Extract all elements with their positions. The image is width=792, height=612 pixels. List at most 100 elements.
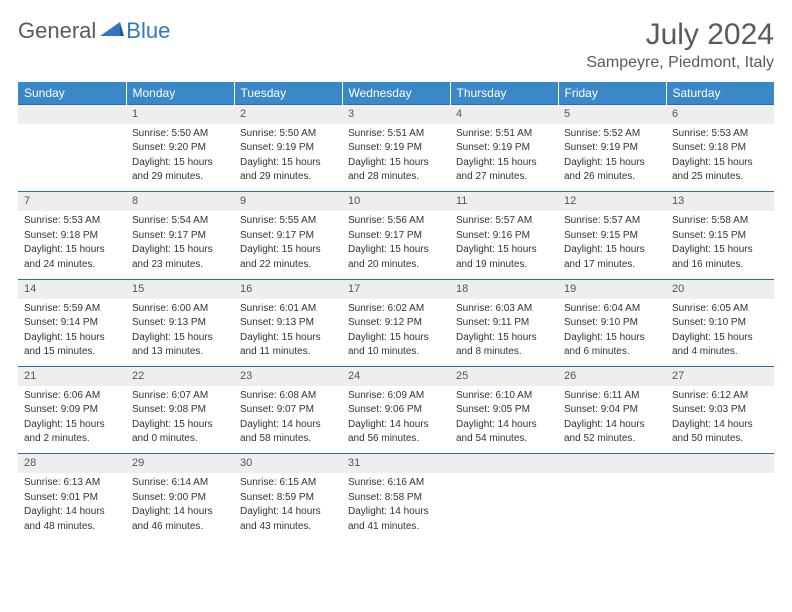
day-number-cell: 6 <box>666 105 774 124</box>
day-content-cell: Sunrise: 6:05 AMSunset: 9:10 PMDaylight:… <box>666 299 774 367</box>
sunrise-text: Sunrise: 6:06 AM <box>24 389 120 403</box>
sunrise-text: Sunrise: 5:54 AM <box>132 214 228 228</box>
daylight-text: Daylight: 14 hours <box>348 505 444 519</box>
daylight-text: Daylight: 14 hours <box>240 505 336 519</box>
daylight-text: Daylight: 14 hours <box>348 418 444 432</box>
daylight-text: Daylight: 15 hours <box>456 331 552 345</box>
daylight-text: Daylight: 14 hours <box>24 505 120 519</box>
daylight-text: and 11 minutes. <box>240 345 336 359</box>
day-number-cell: 31 <box>342 454 450 473</box>
daylight-text: Daylight: 15 hours <box>564 331 660 345</box>
day-number-cell: 1 <box>126 105 234 124</box>
day-content-cell: Sunrise: 6:01 AMSunset: 9:13 PMDaylight:… <box>234 299 342 367</box>
daylight-text: Daylight: 15 hours <box>132 331 228 345</box>
daylight-text: Daylight: 15 hours <box>240 156 336 170</box>
day-number-cell: 3 <box>342 105 450 124</box>
day-content-row: Sunrise: 5:50 AMSunset: 9:20 PMDaylight:… <box>18 124 774 192</box>
day-number-cell: 17 <box>342 279 450 298</box>
daylight-text: and 48 minutes. <box>24 520 120 534</box>
daylight-text: Daylight: 15 hours <box>348 331 444 345</box>
daylight-text: and 16 minutes. <box>672 258 768 272</box>
sunrise-text: Sunrise: 5:50 AM <box>132 127 228 141</box>
day-number-cell: 28 <box>18 454 126 473</box>
day-content-cell: Sunrise: 6:08 AMSunset: 9:07 PMDaylight:… <box>234 386 342 454</box>
daylight-text: and 46 minutes. <box>132 520 228 534</box>
day-number-cell <box>18 105 126 124</box>
day-number-cell: 10 <box>342 192 450 211</box>
sunset-text: Sunset: 9:19 PM <box>564 141 660 155</box>
day-content-cell: Sunrise: 5:54 AMSunset: 9:17 PMDaylight:… <box>126 211 234 279</box>
day-content-cell <box>450 473 558 541</box>
brand-part2: Blue <box>126 18 170 44</box>
daylight-text: Daylight: 15 hours <box>132 243 228 257</box>
day-number-cell: 19 <box>558 279 666 298</box>
sunrise-text: Sunrise: 5:52 AM <box>564 127 660 141</box>
daylight-text: and 58 minutes. <box>240 432 336 446</box>
day-number-cell: 16 <box>234 279 342 298</box>
day-content-cell: Sunrise: 5:52 AMSunset: 9:19 PMDaylight:… <box>558 124 666 192</box>
daylight-text: Daylight: 14 hours <box>672 418 768 432</box>
sunrise-text: Sunrise: 6:10 AM <box>456 389 552 403</box>
sunset-text: Sunset: 9:03 PM <box>672 403 768 417</box>
brand-logo: General Blue <box>18 18 170 44</box>
weekday-header: Saturday <box>666 82 774 105</box>
page-header: General Blue July 2024 Sampeyre, Piedmon… <box>18 18 774 72</box>
daylight-text: and 15 minutes. <box>24 345 120 359</box>
day-number-cell: 13 <box>666 192 774 211</box>
day-number-cell: 21 <box>18 367 126 386</box>
sunrise-text: Sunrise: 6:07 AM <box>132 389 228 403</box>
sunrise-text: Sunrise: 5:51 AM <box>456 127 552 141</box>
sunset-text: Sunset: 9:19 PM <box>348 141 444 155</box>
logo-triangle-icon <box>100 20 124 43</box>
day-content-cell: Sunrise: 6:11 AMSunset: 9:04 PMDaylight:… <box>558 386 666 454</box>
daylight-text: Daylight: 15 hours <box>24 331 120 345</box>
daylight-text: Daylight: 15 hours <box>348 156 444 170</box>
weekday-header: Tuesday <box>234 82 342 105</box>
day-number-cell: 20 <box>666 279 774 298</box>
day-number-cell: 9 <box>234 192 342 211</box>
sunrise-text: Sunrise: 6:03 AM <box>456 302 552 316</box>
daylight-text: and 25 minutes. <box>672 170 768 184</box>
day-content-cell: Sunrise: 5:53 AMSunset: 9:18 PMDaylight:… <box>666 124 774 192</box>
sunset-text: Sunset: 9:18 PM <box>24 229 120 243</box>
daylight-text: Daylight: 15 hours <box>240 331 336 345</box>
daylight-text: Daylight: 15 hours <box>672 156 768 170</box>
sunrise-text: Sunrise: 5:56 AM <box>348 214 444 228</box>
month-title: July 2024 <box>586 18 774 52</box>
sunrise-text: Sunrise: 6:16 AM <box>348 476 444 490</box>
day-number-cell: 24 <box>342 367 450 386</box>
day-number-row: 21222324252627 <box>18 367 774 386</box>
daylight-text: and 29 minutes. <box>132 170 228 184</box>
sunset-text: Sunset: 8:58 PM <box>348 491 444 505</box>
sunset-text: Sunset: 9:19 PM <box>456 141 552 155</box>
day-number-row: 28293031 <box>18 454 774 473</box>
day-number-cell: 14 <box>18 279 126 298</box>
sunrise-text: Sunrise: 5:58 AM <box>672 214 768 228</box>
daylight-text: and 10 minutes. <box>348 345 444 359</box>
day-content-cell: Sunrise: 5:50 AMSunset: 9:19 PMDaylight:… <box>234 124 342 192</box>
weekday-header: Wednesday <box>342 82 450 105</box>
daylight-text: Daylight: 14 hours <box>564 418 660 432</box>
day-content-row: Sunrise: 5:59 AMSunset: 9:14 PMDaylight:… <box>18 299 774 367</box>
day-content-row: Sunrise: 6:13 AMSunset: 9:01 PMDaylight:… <box>18 473 774 541</box>
day-number-cell: 4 <box>450 105 558 124</box>
daylight-text: Daylight: 15 hours <box>564 243 660 257</box>
day-number-row: 14151617181920 <box>18 279 774 298</box>
title-block: July 2024 Sampeyre, Piedmont, Italy <box>586 18 774 72</box>
day-number-cell: 30 <box>234 454 342 473</box>
daylight-text: Daylight: 14 hours <box>456 418 552 432</box>
sunrise-text: Sunrise: 5:50 AM <box>240 127 336 141</box>
daylight-text: and 29 minutes. <box>240 170 336 184</box>
daylight-text: and 4 minutes. <box>672 345 768 359</box>
sunset-text: Sunset: 9:18 PM <box>672 141 768 155</box>
daylight-text: and 26 minutes. <box>564 170 660 184</box>
day-content-row: Sunrise: 6:06 AMSunset: 9:09 PMDaylight:… <box>18 386 774 454</box>
day-content-cell: Sunrise: 6:00 AMSunset: 9:13 PMDaylight:… <box>126 299 234 367</box>
sunset-text: Sunset: 9:17 PM <box>240 229 336 243</box>
daylight-text: and 19 minutes. <box>456 258 552 272</box>
daylight-text: Daylight: 14 hours <box>132 505 228 519</box>
daylight-text: and 54 minutes. <box>456 432 552 446</box>
sunset-text: Sunset: 8:59 PM <box>240 491 336 505</box>
day-number-cell: 12 <box>558 192 666 211</box>
day-number-cell: 18 <box>450 279 558 298</box>
